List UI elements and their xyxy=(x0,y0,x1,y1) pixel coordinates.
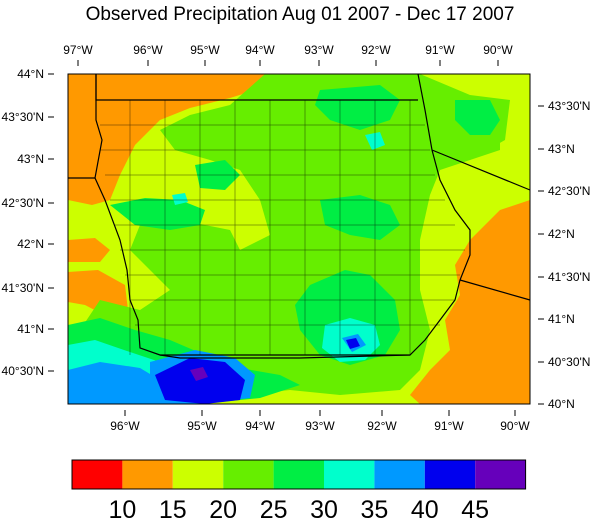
colorbar-label: 15 xyxy=(159,496,187,521)
top-lon-label: 95°W xyxy=(190,43,220,57)
top-lon-label: 90°W xyxy=(483,43,513,57)
top-lon-label: 97°W xyxy=(63,43,93,57)
bottom-lon-label: 94°W xyxy=(245,419,275,433)
right-lat-label: 42°N xyxy=(548,227,575,241)
colorbar-swatch xyxy=(324,460,375,489)
right-lat-label: 40°N xyxy=(548,397,575,411)
region-northwest-orange xyxy=(68,74,265,205)
bottom-longitude-labels: 96°W 95°W 94°W 93°W 92°W 91°W 90°W xyxy=(110,419,530,433)
illinois-border xyxy=(459,279,531,301)
colorbar-label: 25 xyxy=(260,496,288,521)
colorbar-swatch xyxy=(122,460,173,489)
left-lat-label: 42°N xyxy=(17,237,44,251)
region-north-lime xyxy=(315,85,400,130)
left-latitude-labels: 44°N 43°30'N 43°N 42°30'N 42°N 41°30'N 4… xyxy=(2,67,44,378)
region-south-purple-peak xyxy=(190,367,208,381)
region-east-orange xyxy=(410,200,530,404)
region-west-cyan xyxy=(172,193,188,205)
map-panel xyxy=(48,60,544,416)
colorbar-swatch xyxy=(223,460,274,489)
right-lat-label: 42°30'N xyxy=(548,184,590,198)
bottom-lon-label: 95°W xyxy=(187,419,217,433)
right-lat-label: 41°30'N xyxy=(548,270,590,284)
right-lat-label: 43°30'N xyxy=(548,99,590,113)
colorbar-swatch xyxy=(172,460,224,489)
left-lat-label: 40°30'N xyxy=(2,364,44,378)
colorbar-label: 30 xyxy=(310,496,338,521)
region-central-green xyxy=(80,74,510,395)
region-northeast-lime xyxy=(455,100,500,135)
state-boundaries xyxy=(68,73,531,359)
iowa-state-border xyxy=(94,73,471,359)
top-longitude-labels: 97°W 96°W 95°W 94°W 93°W 92°W 91°W 90°W xyxy=(63,43,513,57)
colorbar-swatch xyxy=(273,460,324,489)
colorbar-label: 40 xyxy=(411,496,439,521)
top-lon-label: 93°W xyxy=(304,43,334,57)
colorbar-swatch xyxy=(374,460,425,489)
wisconsin-border xyxy=(431,149,531,191)
left-lat-label: 42°30'N xyxy=(2,196,44,210)
top-ticks xyxy=(77,60,499,66)
region-south-navy-small xyxy=(346,338,360,349)
region-southwest-blue xyxy=(68,362,160,404)
region-west-orange xyxy=(68,238,110,262)
colorbar-swatch xyxy=(72,460,123,489)
left-lat-label: 43°30'N xyxy=(2,110,44,124)
top-lon-label: 96°W xyxy=(133,43,163,57)
region-west-lime xyxy=(110,198,205,230)
colorbar-swatch xyxy=(475,460,526,489)
colorbar-frame xyxy=(71,459,527,490)
right-ticks xyxy=(538,105,544,405)
colorbar-label: 35 xyxy=(360,496,388,521)
left-ticks xyxy=(48,73,54,372)
colorbar-label: 20 xyxy=(209,496,237,521)
right-lat-label: 40°30'N xyxy=(548,355,590,369)
colorbar-swatch xyxy=(424,460,476,489)
left-lat-label: 43°N xyxy=(17,152,44,166)
county-grid xyxy=(100,100,465,355)
top-lon-label: 91°W xyxy=(425,43,455,57)
left-lat-label: 41°30'N xyxy=(2,281,44,295)
bottom-lon-label: 96°W xyxy=(110,419,140,433)
left-lat-label: 44°N xyxy=(17,67,44,81)
minnesota-border xyxy=(95,74,418,101)
colorbar-label: 45 xyxy=(461,496,489,521)
colorbar: 10 15 20 25 30 35 40 45 xyxy=(71,459,527,521)
bottom-lon-label: 92°W xyxy=(367,419,397,433)
region-south-navy xyxy=(155,358,245,404)
colorbar-label: 10 xyxy=(108,496,136,521)
map-frame xyxy=(67,73,531,405)
right-lat-label: 43°N xyxy=(548,142,575,156)
bottom-lon-label: 91°W xyxy=(434,419,464,433)
top-lon-label: 92°W xyxy=(361,43,391,57)
right-lat-label: 41°N xyxy=(548,312,575,326)
left-lat-label: 41°N xyxy=(17,322,44,336)
tick-marks xyxy=(48,60,544,416)
bottom-ticks xyxy=(124,410,516,416)
county-lines-vertical xyxy=(129,100,411,355)
top-lon-label: 94°W xyxy=(245,43,275,57)
bottom-lon-label: 93°W xyxy=(305,419,335,433)
right-latitude-labels: 43°30'N 43°N 42°30'N 42°N 41°30'N 41°N 4… xyxy=(548,99,590,411)
map-title: Observed Precipitation Aug 01 2007 - Dec… xyxy=(86,4,515,25)
bottom-lon-label: 90°W xyxy=(500,419,530,433)
